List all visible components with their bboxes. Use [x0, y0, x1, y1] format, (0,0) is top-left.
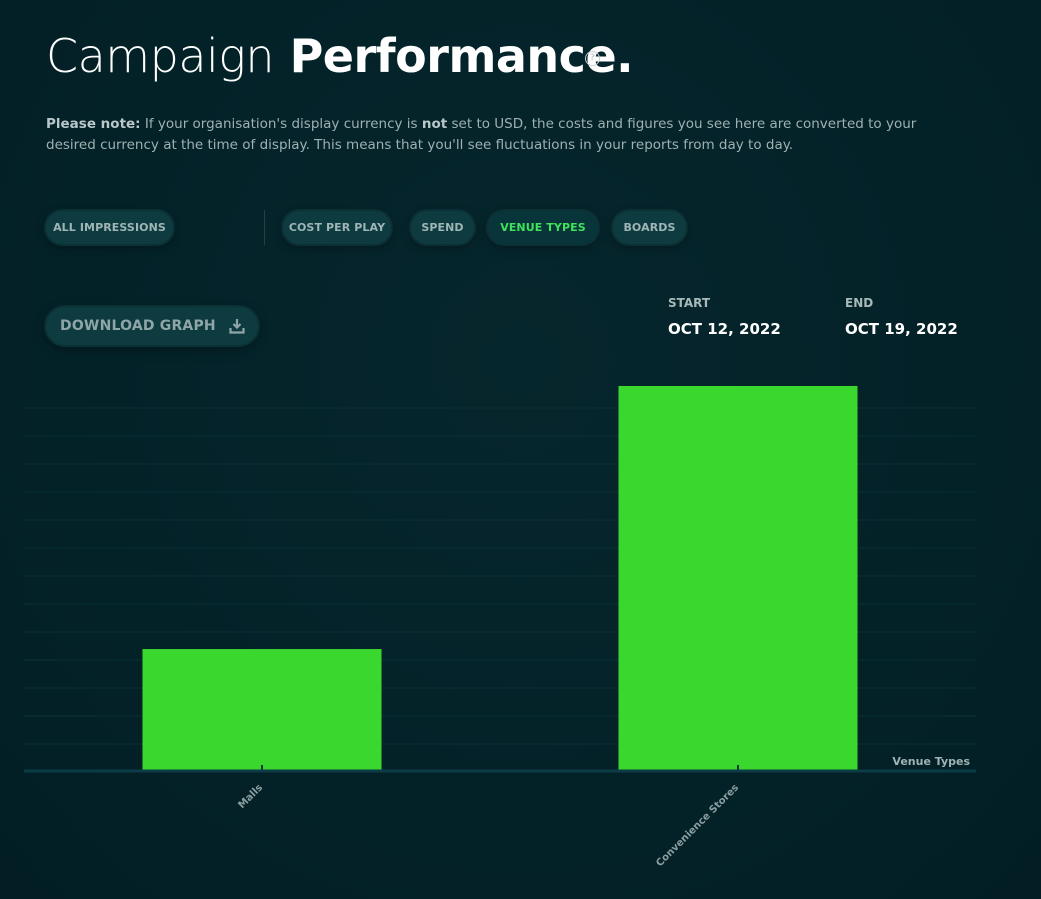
x-tick-label: Convenience Stores: [654, 782, 741, 869]
currency-note: Please note: If your organisation's disp…: [46, 114, 926, 155]
note-emphasis: not: [421, 116, 448, 132]
tab-venue-types[interactable]: VENUE TYPES: [488, 211, 598, 244]
end-date-label: END: [845, 296, 874, 310]
x-tick-label: Malls: [236, 782, 265, 811]
download-icon: [229, 319, 245, 334]
page-title: Campaign Performance.: [46, 28, 634, 84]
end-date-value: OCT 19, 2022: [845, 320, 958, 338]
note-label: Please note:: [46, 116, 141, 132]
x-axis-title: Venue Types: [892, 755, 970, 768]
download-graph-label: DOWNLOAD GRAPH: [60, 318, 216, 334]
note-text-before: If your organisation's display currency …: [140, 116, 422, 132]
start-date-label: START: [668, 296, 711, 310]
note-text-after: set to USD, the costs and figures you se…: [46, 116, 917, 153]
tab-boards[interactable]: BOARDS: [613, 211, 686, 244]
tab-divider: [264, 210, 265, 245]
tab-spend[interactable]: SPEND: [411, 211, 474, 244]
bar-convenience-stores: [618, 386, 858, 770]
bar-malls: [142, 649, 382, 770]
start-date-value: OCT 12, 2022: [668, 320, 781, 338]
page-title-light: Campaign: [46, 29, 275, 83]
question-circle-icon[interactable]: ?: [585, 51, 600, 66]
tab-cost-per-play[interactable]: COST PER PLAY: [283, 211, 391, 244]
page-title-bold: Performance.: [289, 29, 634, 83]
download-graph-button[interactable]: DOWNLOAD GRAPH: [46, 307, 258, 345]
tab-all-impressions[interactable]: ALL IMPRESSIONS: [46, 211, 173, 244]
